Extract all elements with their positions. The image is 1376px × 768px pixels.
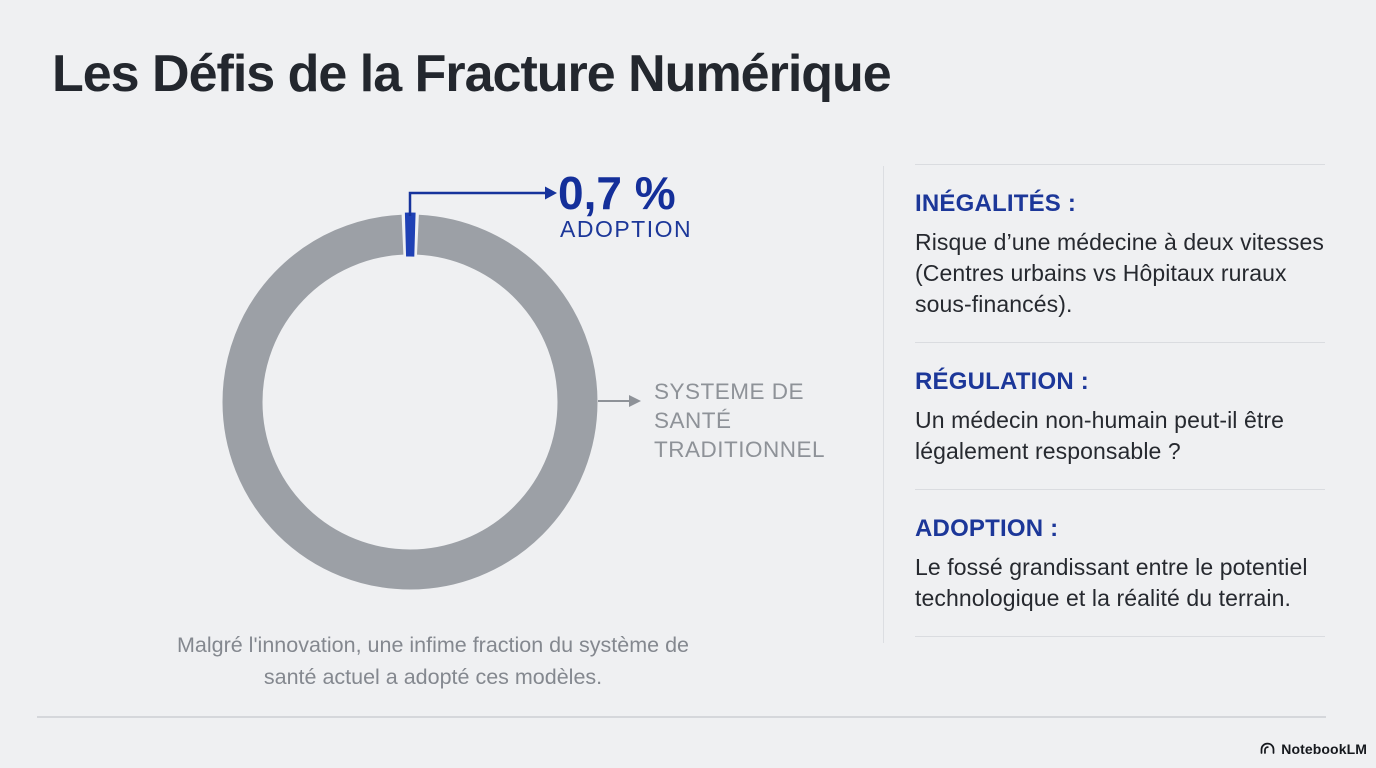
section-title: INÉGALITÉS : xyxy=(915,190,1077,217)
adoption-value-label: ADOPTION xyxy=(560,216,693,242)
leader-line-adoption xyxy=(408,191,546,216)
notebooklm-label: NotebookLM xyxy=(1281,741,1367,757)
section-body: Un médecin non-humain peut-il être légal… xyxy=(915,407,1285,464)
section-inegalites: INÉGALITÉS : Risque d’une médecine à deu… xyxy=(915,164,1325,342)
leader-arrowhead-adoption xyxy=(545,186,557,200)
adoption-value: 0,7 % xyxy=(558,167,676,219)
notebooklm-branding: NotebookLM xyxy=(1259,741,1367,757)
section-title: ADOPTION : xyxy=(915,515,1059,542)
vertical-divider xyxy=(883,166,884,643)
footer-divider xyxy=(37,716,1326,718)
section-body: Risque d’une médecine à deux vitesses (C… xyxy=(915,229,1324,317)
page-title: Les Défis de la Fracture Numérique xyxy=(52,45,892,103)
leader-arrowhead-traditional xyxy=(629,395,641,407)
section-title: RÉGULATION : xyxy=(915,368,1089,395)
challenges-panel: INÉGALITÉS : Risque d’une médecine à deu… xyxy=(915,164,1325,637)
traditional-system-label: SYSTEME DE SANTÉ TRADITIONNEL xyxy=(654,379,826,462)
section-regulation: RÉGULATION : Un médecin non-humain peut-… xyxy=(915,342,1325,489)
section-body: Le fossé grandissant entre le potentiel … xyxy=(915,554,1308,611)
chart-caption: Malgré l'innovation, une infime fraction… xyxy=(176,633,689,689)
notebooklm-icon xyxy=(1260,742,1275,754)
section-adoption: ADOPTION : Le fossé grandissant entre le… xyxy=(915,489,1325,637)
donut-ring-traditional xyxy=(222,214,598,590)
donut-slice-adoption xyxy=(220,212,600,592)
